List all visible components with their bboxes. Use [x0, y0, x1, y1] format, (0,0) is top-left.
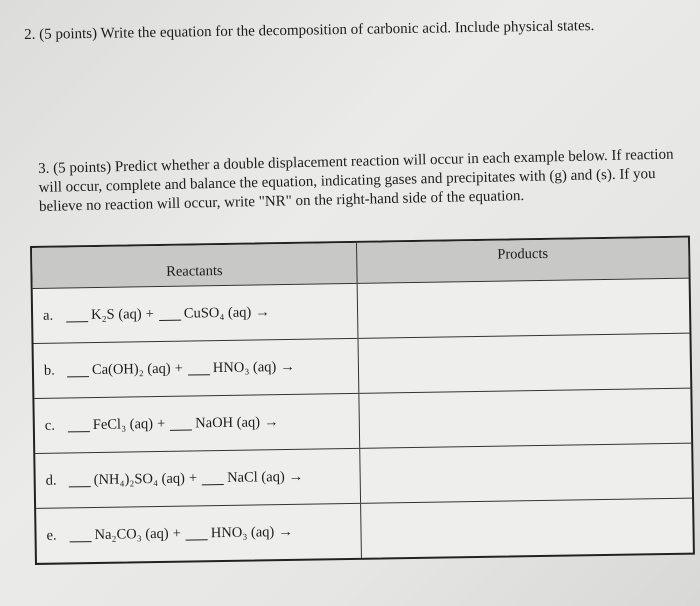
table-row: b. Ca(OH)₂ (aq) + HNO₃ (aq) →: [33, 332, 691, 398]
arrow-icon: →: [263, 413, 279, 430]
row-label: e.: [46, 527, 57, 544]
row-label: b.: [43, 362, 55, 379]
plus-sign: +: [172, 525, 181, 542]
table-row: a. K₂S (aq) + CuSO₄ (aq) →: [32, 277, 690, 343]
coefficient-blank[interactable]: [69, 528, 92, 542]
header-products: Products: [497, 245, 549, 263]
reactants-cell: d. (NH₄)₂SO₄ (aq) + NaCl (aq) →: [35, 448, 362, 508]
reactant-2: HNO₃ (aq): [210, 523, 275, 541]
plus-sign: +: [174, 360, 183, 377]
reactant-1: (NH₄)₂SO₄ (aq): [93, 470, 186, 488]
plus-sign: +: [145, 305, 154, 322]
plus-sign: +: [188, 469, 198, 487]
coefficient-blank[interactable]: [202, 471, 225, 485]
row-label: a.: [42, 307, 54, 324]
reaction-table: Reactants Products a. K₂S (aq) + CuSO₄ (…: [30, 235, 695, 565]
reactant-1: K₂S (aq): [90, 305, 142, 323]
reactant-1: Na₂CO₃ (aq): [94, 525, 169, 543]
table-row: e. Na₂CO₃ (aq) + HNO₃ (aq) →: [36, 497, 693, 563]
products-cell[interactable]: [361, 499, 693, 558]
row-label: c.: [44, 417, 56, 434]
row-label: d.: [45, 472, 57, 489]
products-cell[interactable]: [358, 334, 690, 393]
arrow-icon: →: [280, 358, 295, 375]
products-cell[interactable]: [358, 279, 690, 338]
arrow-icon: →: [255, 303, 270, 320]
reactant-1: FeCl₃ (aq): [92, 415, 154, 433]
table-row: d. (NH₄)₂SO₄ (aq) + NaCl (aq) →: [35, 442, 693, 508]
products-cell[interactable]: [360, 444, 692, 503]
arrow-icon: →: [288, 468, 304, 485]
products-cell[interactable]: [359, 389, 691, 448]
coefficient-blank[interactable]: [67, 418, 90, 432]
arrow-icon: →: [278, 523, 293, 540]
reactants-cell: c. FeCl₃ (aq) + NaOH (aq) →: [34, 393, 361, 453]
plus-sign: +: [156, 415, 166, 432]
coefficient-blank[interactable]: [158, 307, 181, 321]
header-reactants: Reactants: [32, 242, 358, 288]
reactant-2: NaOH (aq): [195, 413, 261, 431]
reactant-2: NaCl (aq): [227, 468, 285, 486]
coefficient-blank[interactable]: [185, 526, 208, 541]
reactants-cell: b. Ca(OH)₂ (aq) + HNO₃ (aq) →: [33, 338, 360, 398]
reactant-2: HNO₃ (aq): [212, 358, 277, 376]
coefficient-blank[interactable]: [65, 308, 89, 322]
reactant-2: CuSO₄ (aq): [183, 304, 252, 322]
coefficient-blank[interactable]: [68, 473, 91, 487]
reactants-cell: e. Na₂CO₃ (aq) + HNO₃ (aq) →: [36, 503, 362, 563]
reactant-1: Ca(OH)₂ (aq): [91, 360, 171, 378]
coefficient-blank[interactable]: [170, 416, 193, 431]
coefficient-blank[interactable]: [187, 361, 210, 376]
coefficient-blank[interactable]: [66, 363, 90, 377]
table-row: c. FeCl₃ (aq) + NaOH (aq) →: [34, 387, 692, 453]
reactants-cell: a. K₂S (aq) + CuSO₄ (aq) →: [32, 283, 359, 343]
